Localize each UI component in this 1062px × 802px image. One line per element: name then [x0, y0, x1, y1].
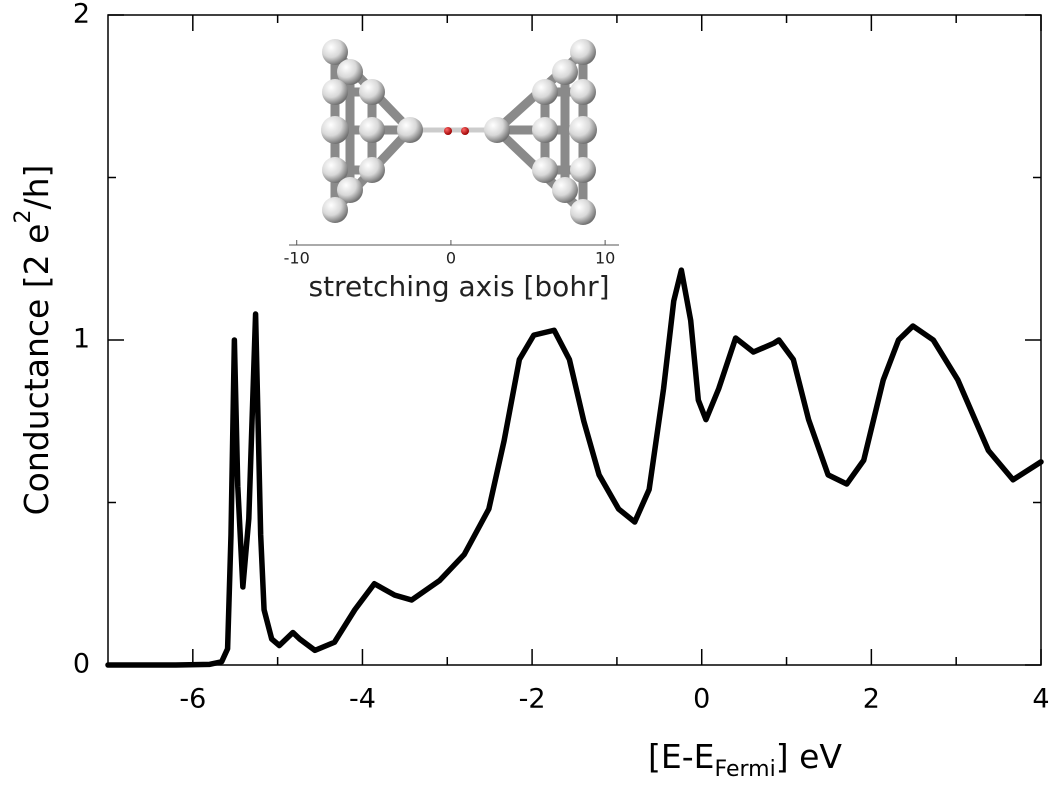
x-tick-label: -4 [349, 684, 376, 715]
inset-tick-label: 0 [446, 249, 456, 268]
x-tick-label: 0 [693, 684, 710, 715]
y-label-part: /h] [17, 165, 56, 210]
y-tick-label: 1 [73, 324, 90, 355]
x-label-part: ] eV [776, 737, 843, 776]
y-label-part: Conductance [2 e [17, 224, 56, 516]
x-tick-label: 2 [863, 684, 880, 715]
data-line [105, 267, 1044, 668]
x-label-subscript: Fermi [715, 757, 776, 782]
x-tick-label: 4 [1032, 684, 1049, 715]
y-axis-label: Conductance [2 e2/h] [11, 165, 56, 516]
x-label-part: [E-E [648, 737, 714, 776]
inset-axis-label: stretching axis [bohr] [308, 270, 609, 303]
y-tick-label: 2 [73, 0, 90, 30]
inset-tick-label: 10 [595, 249, 615, 268]
inset-molecule [321, 39, 597, 225]
x-tick-label: -2 [519, 684, 546, 715]
x-tick-label: -6 [179, 684, 206, 715]
y-tick-label: 0 [73, 649, 90, 680]
y-label-superscript: 2 [11, 210, 36, 224]
inset-tick-label: -10 [284, 249, 310, 268]
x-axis-label: [E-EFermi] eV [648, 737, 842, 783]
